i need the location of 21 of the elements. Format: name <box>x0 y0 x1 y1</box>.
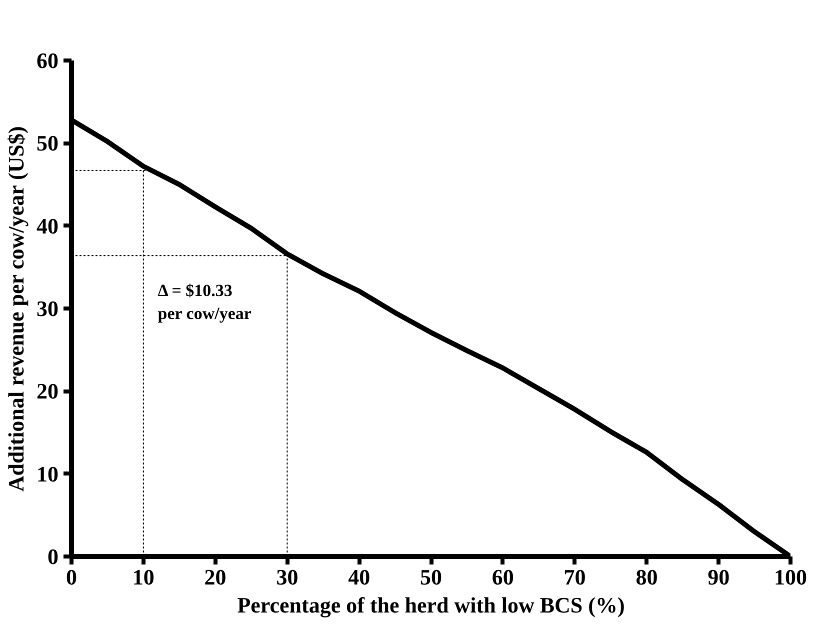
x-tick-label: 80 <box>636 564 658 590</box>
x-tick-label: 70 <box>564 564 586 590</box>
y-axis-title: Additional revenue per cow/year (US$) <box>4 126 28 492</box>
x-tick-label: 30 <box>276 564 298 590</box>
x-tick-label: 0 <box>66 564 77 590</box>
y-tick-label: 0 <box>48 544 58 569</box>
y-tick-label: 60 <box>36 48 58 73</box>
y-tick-label: 30 <box>36 296 58 321</box>
y-tick-label: 10 <box>36 461 58 486</box>
x-tick-label: 90 <box>708 564 730 590</box>
x-tick-label: 10 <box>132 564 154 590</box>
x-tick-label: 40 <box>348 564 370 590</box>
y-tick-label: 50 <box>36 130 58 156</box>
x-tick-label: 50 <box>420 564 442 590</box>
x-tick-label: 60 <box>492 564 514 590</box>
y-tick-label: 40 <box>36 213 58 238</box>
y-tick-label: 20 <box>36 378 58 404</box>
x-axis-title: Percentage of the herd with low BCS (%) <box>237 592 625 618</box>
annotation: Δ = $10.33 per cow/year <box>158 281 252 324</box>
x-tick-label: 20 <box>204 564 226 590</box>
x-tick-label: 100 <box>774 564 807 590</box>
